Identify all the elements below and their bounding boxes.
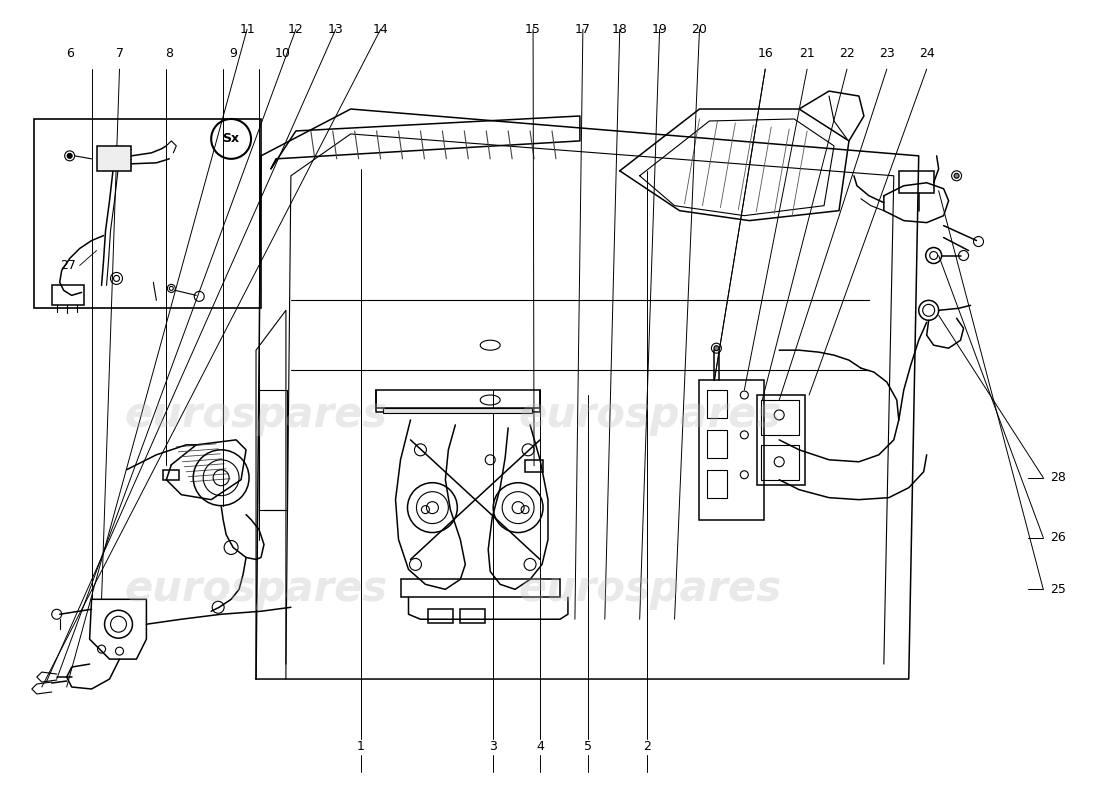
Bar [757, 395, 805, 485]
Text: 16: 16 [758, 46, 773, 60]
Text: 26: 26 [1050, 531, 1066, 544]
Text: 25: 25 [1050, 583, 1066, 596]
Text: 17: 17 [575, 22, 591, 36]
Text: 1: 1 [356, 740, 364, 754]
Circle shape [954, 174, 959, 178]
Text: 28: 28 [1050, 471, 1066, 484]
Bar [97, 146, 132, 170]
Bar [258, 390, 287, 510]
Text: eurospares: eurospares [518, 394, 781, 436]
Bar [899, 170, 934, 193]
Text: 14: 14 [373, 22, 388, 36]
Bar [707, 470, 727, 498]
Text: 6: 6 [66, 46, 74, 60]
Text: 21: 21 [800, 46, 815, 60]
Text: 15: 15 [525, 22, 541, 36]
Bar [525, 460, 543, 472]
Text: 7: 7 [116, 46, 123, 60]
Text: 24: 24 [918, 46, 935, 60]
Bar [400, 579, 560, 598]
Bar [460, 610, 485, 623]
Text: 13: 13 [328, 22, 343, 36]
Text: 27: 27 [59, 259, 76, 272]
Text: 2: 2 [642, 740, 650, 754]
Bar [707, 430, 727, 458]
Bar [52, 286, 84, 306]
Text: 3: 3 [490, 740, 497, 754]
Circle shape [67, 154, 73, 158]
Text: 20: 20 [692, 22, 707, 36]
Text: 18: 18 [612, 22, 628, 36]
Text: eurospares: eurospares [124, 394, 387, 436]
Bar [761, 400, 799, 435]
Bar [163, 470, 179, 480]
Bar [700, 380, 764, 519]
Bar [428, 610, 453, 623]
Circle shape [714, 346, 719, 350]
Text: 9: 9 [229, 46, 236, 60]
Text: 19: 19 [651, 22, 668, 36]
Text: Sx: Sx [222, 133, 240, 146]
Text: 12: 12 [288, 22, 304, 36]
Bar [34, 119, 261, 308]
Text: 10: 10 [275, 46, 290, 60]
Text: 8: 8 [165, 46, 174, 60]
Text: 22: 22 [839, 46, 855, 60]
Bar [761, 445, 799, 480]
Bar [383, 408, 532, 413]
Bar [375, 390, 540, 408]
Bar [707, 390, 727, 418]
Text: 5: 5 [584, 740, 592, 754]
Text: 4: 4 [536, 740, 544, 754]
Text: 23: 23 [879, 46, 894, 60]
Text: 11: 11 [239, 22, 255, 36]
Text: eurospares: eurospares [518, 568, 781, 610]
Text: eurospares: eurospares [124, 568, 387, 610]
